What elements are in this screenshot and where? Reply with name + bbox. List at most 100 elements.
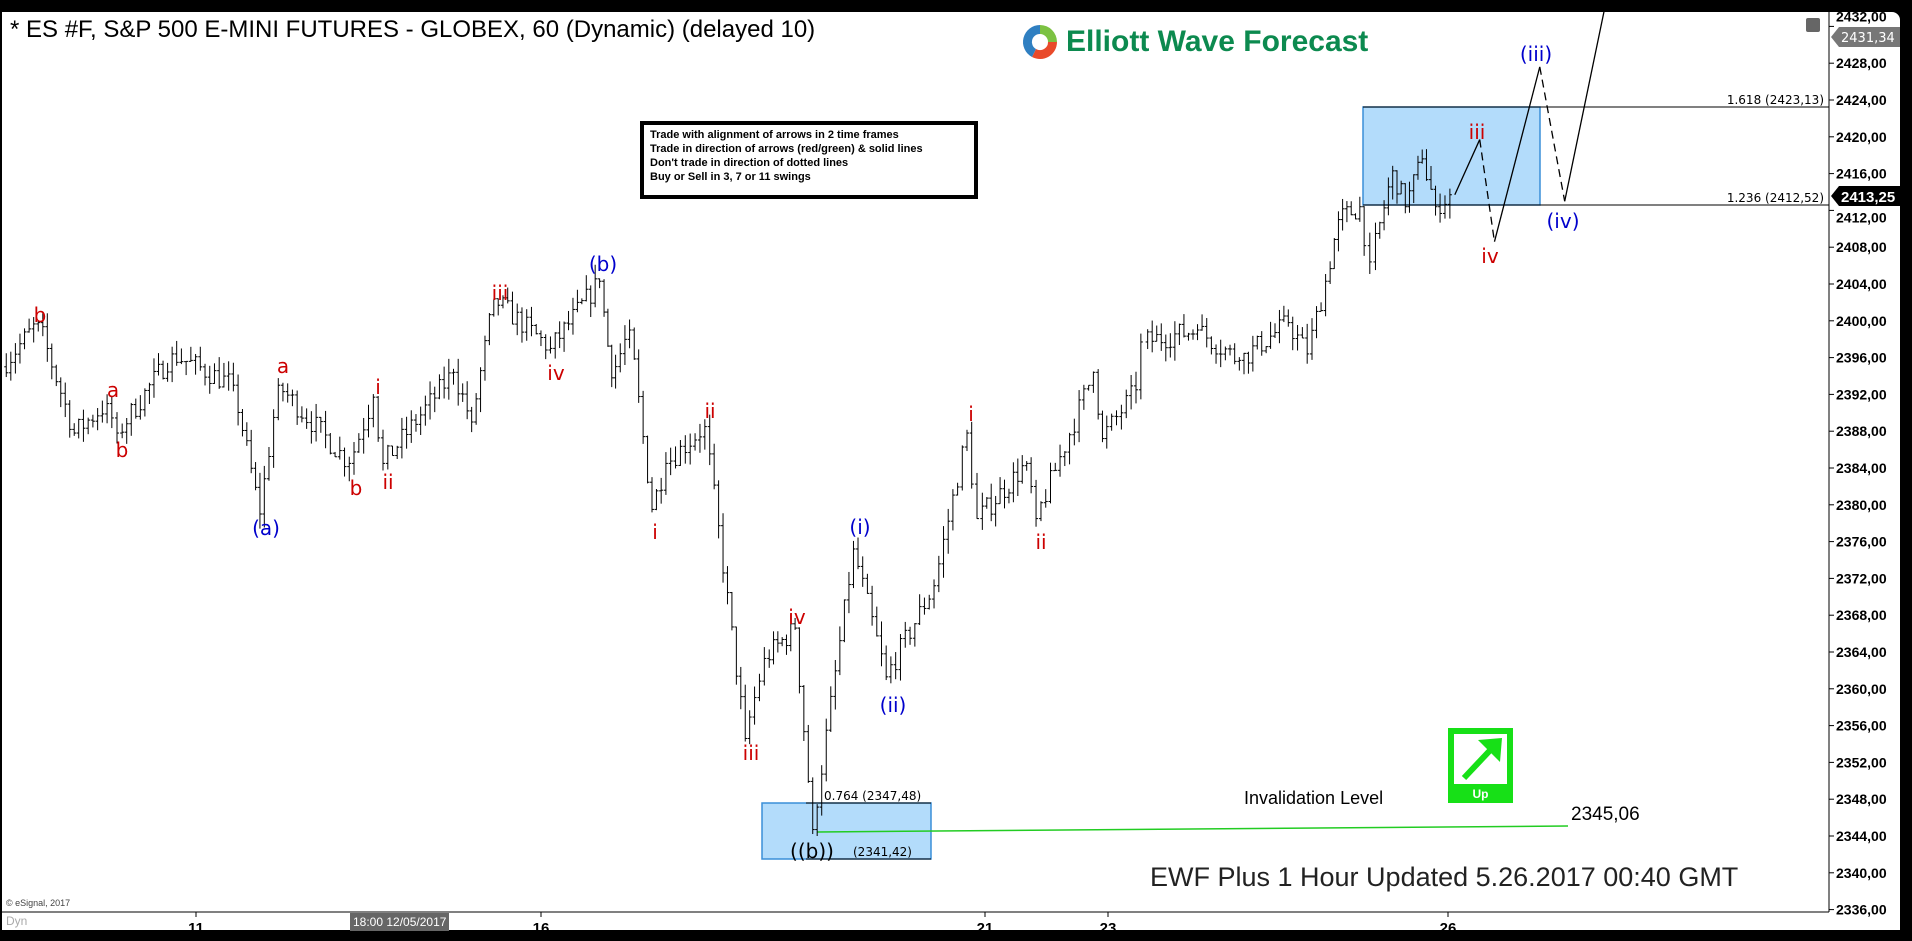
fib-label-0764: 0.764 (2347,48) [824, 789, 921, 803]
ohlc-bar [1319, 302, 1324, 312]
ohlc-bar [1191, 329, 1195, 340]
ohlc-bar [1186, 332, 1191, 341]
ohlc-bar [1053, 462, 1058, 472]
ohlc-bar [86, 417, 91, 435]
projection-dashed-leg [1539, 66, 1566, 202]
ohlc-bar [496, 298, 501, 316]
ohlc-bar [815, 804, 820, 836]
wave-label: a [107, 378, 119, 402]
fib-label-extreme: (2341,42) [853, 845, 912, 859]
y-tick-label: 2384,00 [1836, 460, 1887, 476]
ohlc-bar [385, 444, 390, 470]
x-tick-label: 23 [1100, 920, 1117, 937]
ohlc-bar [432, 386, 437, 413]
ohlc-bar [837, 626, 842, 676]
ohlc-bar [1429, 165, 1433, 190]
ohlc-bar [584, 275, 589, 302]
ohlc-bar [1200, 314, 1205, 331]
restore-window-icon[interactable] [1806, 18, 1820, 32]
ohlc-bar [1314, 306, 1319, 339]
ohlc-bar [1277, 309, 1282, 344]
price-bars [4, 149, 1452, 836]
ohlc-bar [17, 333, 22, 364]
price-axis[interactable]: 2336,00 2340,00 2344,00 2348,00 2352,00 2356,… [1829, 8, 1887, 918]
ohlc-bar [806, 724, 811, 783]
time-axis[interactable]: 11 16 21 23 26 [188, 912, 1456, 937]
ohlc-bar [1386, 177, 1391, 216]
ohlc-bar [212, 363, 217, 384]
high-price-marker: 2431,34 [1831, 27, 1900, 47]
ohlc-bar [109, 396, 114, 429]
ohlc-bar [1081, 384, 1086, 410]
ohlc-bar [413, 414, 418, 432]
last-price-value: 2413,25 [1841, 189, 1895, 206]
ohlc-bar [1442, 195, 1447, 219]
ohlc-bar [1119, 404, 1124, 430]
ohlc-bar [936, 555, 941, 593]
ohlc-bar [1209, 336, 1214, 355]
ohlc-bar [998, 477, 1003, 505]
ohlc-bar [932, 579, 937, 609]
ohlc-bar [290, 389, 295, 407]
ohlc-bar [562, 321, 567, 352]
ohlc-bar [1163, 334, 1168, 362]
ohlc-bar [543, 334, 548, 360]
ohlc-bar [1268, 321, 1273, 349]
ohlc-bar [314, 403, 319, 442]
ohlc-bar [980, 492, 985, 530]
ohlc-bar [1058, 444, 1063, 477]
ohlc-bar [879, 621, 884, 667]
ohlc-bar [203, 363, 208, 386]
ohlc-bar [605, 308, 610, 347]
ohlc-bar [280, 382, 285, 402]
ohlc-bar [36, 320, 41, 332]
ohlc-bar [262, 465, 267, 528]
wave-label: ii [1035, 530, 1046, 554]
ohlc-bar [105, 394, 110, 424]
ohlc-bar [888, 656, 893, 684]
ohlc-bar [1242, 352, 1246, 375]
ohlc-bar [40, 312, 45, 337]
ohlc-bar [257, 472, 262, 529]
ohlc-bar [469, 406, 474, 433]
wave-label: (a) [252, 516, 280, 540]
ohlc-bar [1195, 324, 1200, 341]
ohlc-bar [1349, 201, 1354, 216]
ohlc-bar [72, 423, 77, 436]
ohlc-bar [1438, 193, 1443, 223]
ohlc-bar [762, 647, 767, 686]
ohlc-bar [22, 328, 27, 350]
ohlc-bar [451, 368, 456, 385]
ohlc-bar [156, 353, 161, 376]
ohlc-bar [309, 411, 314, 444]
ohlc-bar [734, 626, 739, 685]
wave-label: i [375, 375, 381, 399]
x-tick-label: 16 [533, 920, 550, 937]
ohlc-bar [1072, 418, 1077, 446]
logo-text: Elliott Wave Forecast [1066, 25, 1369, 58]
ohlc-bar [133, 398, 138, 419]
ohlc-bar [221, 362, 226, 388]
ohlc-bar [1259, 331, 1264, 356]
y-tick-label: 2356,00 [1836, 718, 1887, 734]
ohlc-bar [636, 349, 641, 403]
ohlc-bar [833, 659, 838, 710]
ohlc-bar [566, 310, 571, 331]
ohlc-bar [1114, 410, 1119, 426]
ohlc-bar [524, 309, 529, 341]
dyn-indicator[interactable]: Dyn [6, 914, 28, 928]
ohlc-bar [1362, 206, 1367, 256]
ohlc-bar [721, 513, 726, 583]
ohlc-bar [1323, 274, 1328, 317]
wave-label: b [116, 438, 129, 462]
signal-up-badge: Up [1448, 728, 1513, 803]
ohlc-bar [793, 617, 798, 630]
ohlc-bar [775, 631, 780, 653]
ohlc-bar [622, 325, 627, 366]
ohlc-bar [4, 353, 9, 378]
ohlc-bar [500, 295, 505, 309]
ohlc-bar [45, 313, 50, 362]
ohlc-bar [842, 599, 847, 643]
ohlc-bar [442, 366, 447, 399]
